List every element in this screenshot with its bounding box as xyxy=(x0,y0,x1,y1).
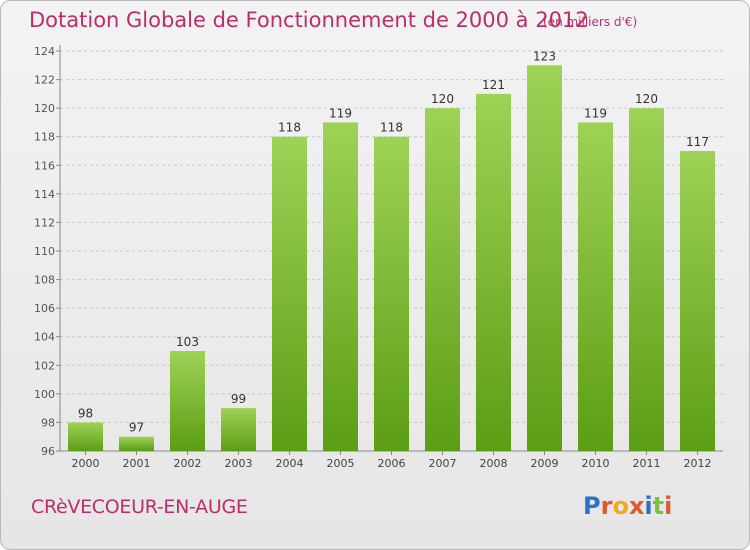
bar-value-label-2012: 117 xyxy=(686,135,709,149)
bar-value-labels: 98 97 103 99 118 119 118 120 121 123 119 120 117 xyxy=(78,49,709,434)
y-tick-label: 124 xyxy=(34,45,55,58)
x-tick-label-2002: 2002 xyxy=(174,457,202,470)
logo-letter: r xyxy=(600,492,613,520)
y-tick-label: 112 xyxy=(34,216,55,229)
bars xyxy=(68,65,715,452)
bar-2008 xyxy=(476,93,511,451)
bar-value-label-2001: 97 xyxy=(129,421,144,435)
bar-value-label-2010: 119 xyxy=(584,106,607,120)
bar-2011 xyxy=(629,108,664,452)
logo-letter: t xyxy=(652,492,665,520)
bar-2002 xyxy=(170,351,205,451)
bar-value-label-2002: 103 xyxy=(176,335,199,349)
bar-value-label-2003: 99 xyxy=(231,392,246,406)
y-tick-label: 96 xyxy=(41,445,55,458)
x-tick-label-2000: 2000 xyxy=(72,457,100,470)
y-tick-label: 114 xyxy=(34,188,55,201)
y-tick-label: 106 xyxy=(34,302,55,315)
logo-letter: x xyxy=(628,492,645,520)
x-tick-label-2001: 2001 xyxy=(123,457,151,470)
proxiti-logo: Proxiti xyxy=(583,492,672,520)
x-tick-label-2011: 2011 xyxy=(633,457,661,470)
bar-2010 xyxy=(578,122,613,451)
bar-2007 xyxy=(425,108,460,452)
x-tick-label-2003: 2003 xyxy=(225,457,253,470)
x-tick-label-2004: 2004 xyxy=(276,457,304,470)
y-tick-label: 104 xyxy=(34,331,55,344)
bar-2009 xyxy=(527,65,562,452)
bar-2004 xyxy=(272,136,307,451)
bar-value-label-2006: 118 xyxy=(380,121,403,135)
x-tick-label-2012: 2012 xyxy=(684,457,712,470)
x-tick-label-2008: 2008 xyxy=(480,457,508,470)
x-tick-label-2007: 2007 xyxy=(429,457,457,470)
x-tick-label-2009: 2009 xyxy=(531,457,559,470)
bar-2006 xyxy=(374,136,409,451)
bar-value-label-2005: 119 xyxy=(329,106,352,120)
chart-unit-note: (en milliers d'€) xyxy=(543,15,638,29)
y-tick-label: 116 xyxy=(34,159,55,172)
bar-value-label-2011: 120 xyxy=(635,92,658,106)
bar-2001 xyxy=(119,436,154,451)
bar-value-label-2000: 98 xyxy=(78,406,93,420)
x-tick-label-2005: 2005 xyxy=(327,457,355,470)
x-tick-label-2010: 2010 xyxy=(582,457,610,470)
logo-letter: i xyxy=(664,492,673,520)
logo-letter: o xyxy=(612,492,629,520)
x-tick-label-2006: 2006 xyxy=(378,457,406,470)
y-tick-label: 110 xyxy=(34,245,55,258)
bar-value-label-2008: 121 xyxy=(482,78,505,92)
x-tick-labels: 2000 2001 2002 2003 2004 2005 2006 2007 2008 2009… xyxy=(72,457,712,470)
bar-value-label-2009: 123 xyxy=(533,49,556,63)
commune-name: CRèVECOEUR-EN-AUGE xyxy=(31,496,248,518)
bar-value-label-2007: 120 xyxy=(431,92,454,106)
y-tick-labels: 96 98 100 102 104 106 108 110 112 114 116 118 120 122… xyxy=(34,45,55,458)
y-tick-label: 122 xyxy=(34,74,55,87)
logo-letter: i xyxy=(644,492,653,520)
chart-title: Dotation Globale de Fonctionnement de 20… xyxy=(29,8,589,32)
y-tick-label: 100 xyxy=(34,388,55,401)
y-tick-label: 118 xyxy=(34,131,55,144)
bar-2000 xyxy=(68,422,103,451)
y-tick-label: 98 xyxy=(41,416,55,429)
y-tick-label: 102 xyxy=(34,359,55,372)
bar-2003 xyxy=(221,408,256,451)
bar-2005 xyxy=(323,122,358,451)
y-tick-label: 120 xyxy=(34,102,55,115)
logo-letter: P xyxy=(583,492,601,520)
y-tick-label: 108 xyxy=(34,274,55,287)
bar-value-label-2004: 118 xyxy=(278,121,301,135)
bar-2012 xyxy=(680,151,715,451)
